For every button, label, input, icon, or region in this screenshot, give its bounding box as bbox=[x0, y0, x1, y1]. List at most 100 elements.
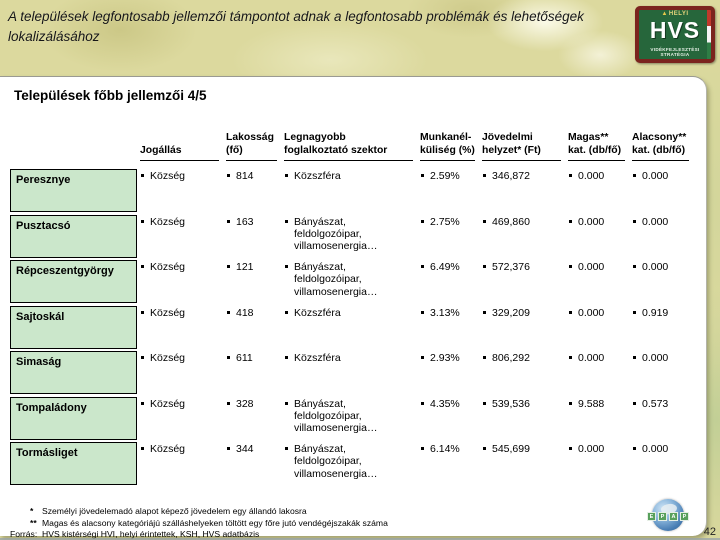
settlement-name-box: Tormásliget bbox=[10, 442, 137, 485]
source-line: Forrás: HVS kistérségi HVI, helyi érinte… bbox=[0, 529, 560, 540]
bullet-icon bbox=[483, 174, 486, 177]
bullet-icon bbox=[569, 310, 572, 314]
bullet-icon bbox=[633, 219, 636, 223]
cell-munkanelkuliseg: 2.75% bbox=[420, 214, 482, 260]
footer-logo: E P A P bbox=[647, 499, 689, 533]
bullet-icon bbox=[141, 401, 144, 405]
bullet-icon bbox=[483, 447, 486, 450]
cell-alacsony: 0.000 bbox=[632, 259, 696, 305]
footnote-text: Személyi jövedelemadó alapot képező jöve… bbox=[42, 506, 307, 516]
settlement-name-box: Sajtoskál bbox=[10, 305, 137, 349]
cell-magas: 0.000 bbox=[568, 214, 632, 260]
cell-jogallas: Község bbox=[140, 396, 226, 442]
cell-alacsony: 0.000 bbox=[632, 350, 696, 396]
globe-band-letter: A bbox=[669, 512, 678, 521]
bullet-icon bbox=[483, 219, 486, 223]
bullet-icon bbox=[483, 310, 486, 314]
bullet-icon bbox=[569, 219, 572, 223]
settlement-name-box: Simaság bbox=[10, 351, 137, 394]
cell-jovedelem: 346,872 bbox=[482, 168, 568, 214]
tricolor-stripe-icon bbox=[707, 10, 711, 59]
table-row: Peresznye Község 814 Közszféra 2.59% 346… bbox=[10, 168, 696, 214]
cell-jogallas: Község bbox=[140, 441, 226, 487]
bullet-icon bbox=[141, 174, 144, 177]
globe-icon bbox=[652, 499, 684, 531]
cell-magas: 0.000 bbox=[568, 350, 632, 396]
table-body: Peresznye Község 814 Közszféra 2.59% 346… bbox=[10, 168, 696, 487]
settlements-table: Jogállás Lakosság (fő) Legnagyobb foglal… bbox=[10, 125, 696, 487]
bullet-icon bbox=[421, 174, 424, 177]
bullet-icon bbox=[421, 447, 424, 450]
bullet-icon bbox=[141, 219, 144, 223]
cell-lakossag: 344 bbox=[226, 441, 284, 487]
cell-szektor: Közszféra bbox=[284, 305, 420, 351]
bullet-icon bbox=[227, 310, 230, 314]
bullet-icon bbox=[285, 174, 288, 177]
cell-jovedelem: 572,376 bbox=[482, 259, 568, 305]
source-text: HVS kistérségi HVI, helyi érintettek, KS… bbox=[42, 529, 260, 539]
cell-szektor: Bányászat, feldolgozóipar, villamosenerg… bbox=[284, 259, 420, 305]
footnote-line: * Személyi jövedelemadó alapot képező jö… bbox=[0, 506, 560, 518]
bullet-icon bbox=[633, 356, 636, 359]
cell-lakossag: 814 bbox=[226, 168, 284, 214]
banner-headline: A települések legfontosabb jellemzői tám… bbox=[8, 9, 584, 45]
crown-icon: ▲ bbox=[661, 11, 668, 17]
table-header-row: Jogállás Lakosság (fő) Legnagyobb foglal… bbox=[10, 125, 696, 161]
cell-magas: 0.000 bbox=[568, 259, 632, 305]
table-row: Répceszentgyörgy Község 121 Bányászat, f… bbox=[10, 259, 696, 305]
bullet-icon bbox=[141, 356, 144, 359]
source-label: Forrás: bbox=[10, 529, 38, 539]
bullet-icon bbox=[569, 174, 572, 177]
column-header-lakossag: Lakosság (fő) bbox=[226, 125, 277, 161]
cell-szektor: Közszféra bbox=[284, 168, 420, 214]
cell-alacsony: 0.573 bbox=[632, 396, 696, 442]
bullet-icon bbox=[421, 219, 424, 223]
bullet-icon bbox=[227, 356, 230, 359]
bullet-icon bbox=[633, 174, 636, 177]
footnote-text: Magas és alacsony kategóriájú szálláshel… bbox=[42, 517, 388, 528]
table-row: Pusztacsó Község 163 Bányászat, feldolgo… bbox=[10, 214, 696, 260]
hvs-logo-top-label: ▲HELYI bbox=[661, 11, 689, 17]
column-header-alacsony: Alacsony** kat. (db/fő) bbox=[632, 125, 689, 161]
globe-band-letter: E bbox=[647, 512, 656, 521]
table-row: Tormásliget Község 344 Bányászat, feldol… bbox=[10, 441, 696, 487]
page-title: Települések főbb jellemzői 4/5 bbox=[14, 88, 207, 103]
slide-bottom-edge bbox=[0, 538, 720, 540]
column-header-settlement bbox=[10, 125, 140, 161]
cell-jovedelem: 806,292 bbox=[482, 350, 568, 396]
bullet-icon bbox=[633, 447, 636, 450]
bullet-icon bbox=[569, 356, 572, 359]
cell-lakossag: 611 bbox=[226, 350, 284, 396]
cell-jovedelem: 539,536 bbox=[482, 396, 568, 442]
column-header-jogallas: Jogállás bbox=[140, 125, 219, 161]
hvs-logo-main-label: HVS bbox=[649, 17, 701, 43]
bullet-icon bbox=[633, 401, 636, 405]
bullet-icon bbox=[483, 401, 486, 405]
table-row: Sajtoskál Község 418 Közszféra 3.13% 329… bbox=[10, 305, 696, 351]
cell-alacsony: 0.000 bbox=[632, 214, 696, 260]
cell-jogallas: Község bbox=[140, 259, 226, 305]
cell-munkanelkuliseg: 6.49% bbox=[420, 259, 482, 305]
settlement-name-box: Peresznye bbox=[10, 169, 137, 212]
cell-alacsony: 0.000 bbox=[632, 441, 696, 487]
column-header-munkanelkuliseg: Munkanél- küliség (%) bbox=[420, 125, 475, 161]
globe-band-letter: P bbox=[680, 512, 689, 521]
table-row: Tompaládony Község 328 Bányászat, feldol… bbox=[10, 396, 696, 442]
page-number: 42 bbox=[703, 526, 716, 538]
cell-szektor: Bányászat, feldolgozóipar, villamosenerg… bbox=[284, 441, 420, 487]
footnotes: * Személyi jövedelemadó alapot képező jö… bbox=[0, 506, 560, 540]
cell-munkanelkuliseg: 4.35% bbox=[420, 396, 482, 442]
globe-band: E P A P bbox=[644, 512, 692, 521]
column-header-szektor: Legnagyobb foglalkoztató szektor bbox=[284, 125, 413, 161]
cell-lakossag: 121 bbox=[226, 259, 284, 305]
cell-munkanelkuliseg: 2.93% bbox=[420, 350, 482, 396]
cell-jovedelem: 329,209 bbox=[482, 305, 568, 351]
bullet-icon bbox=[227, 401, 230, 405]
bullet-icon bbox=[141, 310, 144, 314]
cell-magas: 0.000 bbox=[568, 305, 632, 351]
bullet-icon bbox=[285, 265, 288, 268]
bullet-icon bbox=[285, 310, 288, 314]
cell-jovedelem: 545,699 bbox=[482, 441, 568, 487]
globe-band-letter: P bbox=[658, 512, 667, 521]
